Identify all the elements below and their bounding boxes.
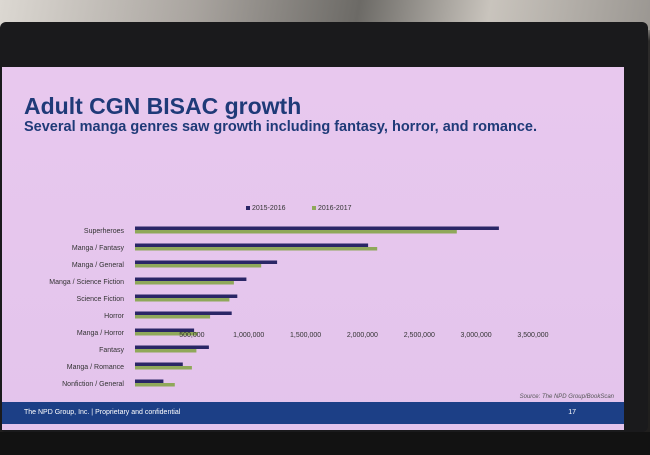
bar-2016-2017 <box>135 383 175 387</box>
x-tick-label: 3,500,000 <box>517 332 548 339</box>
bar-2016-2017 <box>135 281 234 285</box>
legend-label-2016-2017: 2016-2017 <box>318 205 352 212</box>
x-tick-label: 3,000,000 <box>461 332 492 339</box>
bar-2016-2017 <box>135 230 457 234</box>
page-number: 17 <box>568 409 576 416</box>
bar-2015-2016 <box>135 243 369 247</box>
legend-swatch-2015-2016 <box>246 206 250 210</box>
slide-subtitle: Several manga genres saw growth includin… <box>24 119 538 135</box>
category-label: Superheroes <box>84 228 125 235</box>
slide: Adult CGN BISAC growth Several manga gen… <box>2 67 624 430</box>
category-label: Nonfiction / General <box>62 381 124 388</box>
bar-2016-2017 <box>135 264 262 268</box>
bar-2015-2016 <box>135 311 232 315</box>
x-axis-ticks: 500,000 1,000,000 1,500,000 2,000,000 2,500,… <box>179 332 548 339</box>
bar-2015-2016 <box>135 294 238 298</box>
x-tick-label: 2,500,000 <box>404 332 435 339</box>
x-tick-label: 1,500,000 <box>290 332 321 339</box>
bar-2016-2017 <box>135 247 378 251</box>
bar-2015-2016 <box>135 277 247 281</box>
source-note: Source: The NPD Group/BookScan <box>520 394 615 400</box>
category-labels: Superheroes Manga / Fantasy Manga / Genera… <box>49 228 124 388</box>
x-tick-label: 500,000 <box>179 332 204 339</box>
bar-2016-2017 <box>135 349 197 353</box>
bar-chart: 2015-2016 2016-2017 Superheroes Manga / Fa… <box>49 205 615 400</box>
bar-2016-2017 <box>135 366 192 370</box>
bars <box>135 226 499 387</box>
bar-2015-2016 <box>135 362 183 366</box>
bar-2015-2016 <box>135 379 164 383</box>
bar-2015-2016 <box>135 226 499 230</box>
bar-2016-2017 <box>135 315 211 319</box>
category-label: Manga / Science Fiction <box>49 279 124 286</box>
slide-title: Adult CGN BISAC growth <box>24 93 302 119</box>
category-label: Manga / General <box>72 262 125 269</box>
category-label: Science Fiction <box>77 296 125 303</box>
legend-swatch-2016-2017 <box>312 206 316 210</box>
bar-2015-2016 <box>135 260 278 264</box>
legend-label-2015-2016: 2015-2016 <box>252 205 286 212</box>
bar-2015-2016 <box>135 328 195 332</box>
monitor-bezel-bottom <box>0 432 650 455</box>
footer-company: The NPD Group, Inc. | Proprietary and co… <box>24 409 181 416</box>
bar-2016-2017 <box>135 298 230 302</box>
bar-2015-2016 <box>135 345 209 349</box>
category-label: Horror <box>104 313 125 320</box>
category-label: Manga / Romance <box>67 364 124 371</box>
chart-legend: 2015-2016 2016-2017 <box>246 205 352 212</box>
category-label: Fantasy <box>99 347 124 354</box>
category-label: Manga / Fantasy <box>72 245 125 252</box>
category-label: Manga / Horror <box>77 330 125 337</box>
slide-footer: The NPD Group, Inc. | Proprietary and co… <box>2 402 624 424</box>
x-tick-label: 1,000,000 <box>233 332 264 339</box>
display-monitor: Adult CGN BISAC growth Several manga gen… <box>0 22 648 432</box>
bar-2016-2017 <box>135 332 198 336</box>
x-tick-label: 2,000,000 <box>347 332 378 339</box>
